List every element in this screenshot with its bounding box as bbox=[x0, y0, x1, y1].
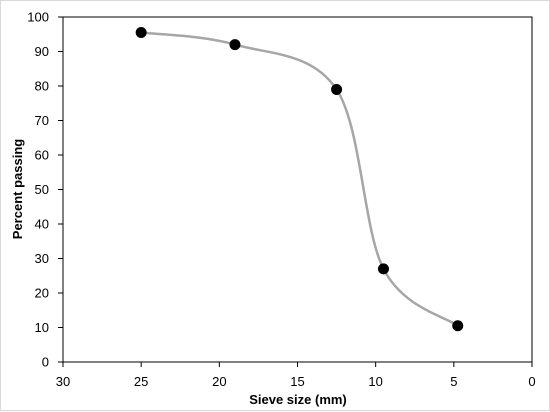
data-point bbox=[331, 83, 343, 95]
y-tick-label: 50 bbox=[35, 182, 49, 197]
y-tick-label: 0 bbox=[42, 355, 49, 370]
y-tick-label: 80 bbox=[35, 79, 49, 94]
x-tick-label: 0 bbox=[528, 374, 535, 389]
data-point bbox=[135, 27, 147, 39]
x-tick-label: 15 bbox=[290, 374, 304, 389]
y-tick-label: 40 bbox=[35, 217, 49, 232]
data-point bbox=[452, 320, 464, 332]
y-tick-label: 30 bbox=[35, 251, 49, 266]
y-tick-label: 100 bbox=[27, 10, 49, 25]
y-tick-label: 20 bbox=[35, 286, 49, 301]
x-axis-title: Sieve size (mm) bbox=[249, 392, 347, 407]
x-tick-label: 5 bbox=[450, 374, 457, 389]
x-tick-label: 30 bbox=[56, 374, 70, 389]
data-point bbox=[229, 39, 241, 51]
x-tick-label: 10 bbox=[368, 374, 382, 389]
y-tick-label: 70 bbox=[35, 113, 49, 128]
series-curve bbox=[141, 31, 459, 327]
plot-border bbox=[62, 16, 533, 363]
data-point bbox=[377, 263, 389, 275]
x-tick-label: 25 bbox=[134, 374, 148, 389]
y-tick-label: 90 bbox=[35, 44, 49, 59]
y-axis-title: Percent passing bbox=[10, 139, 25, 239]
x-tick-label: 20 bbox=[212, 374, 226, 389]
y-tick-label: 10 bbox=[35, 320, 49, 335]
y-tick-label: 60 bbox=[35, 148, 49, 163]
